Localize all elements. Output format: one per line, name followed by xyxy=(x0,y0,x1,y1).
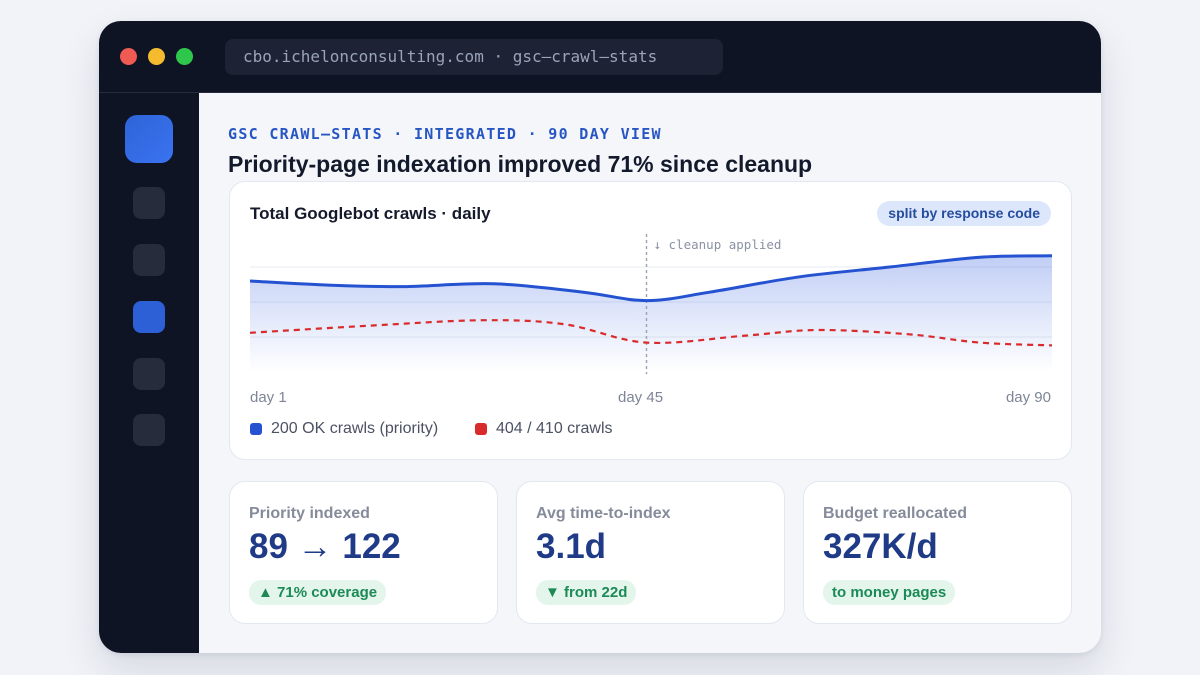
x-tick-day-90: day 90 xyxy=(1005,389,1051,406)
app-window: cbo.ichelonconsulting.com · gsc—crawl—st… xyxy=(99,21,1101,653)
chart-title: Total Googlebot crawls · daily xyxy=(250,204,491,223)
stat-card-priority-indexed: Priority indexed 89 → 122 ▲ 71% coverage xyxy=(229,481,498,624)
stat-label: Priority indexed xyxy=(249,505,370,522)
stat-value: 3.1d xyxy=(536,527,607,566)
error-crawls-line xyxy=(249,319,1053,347)
sidebar-nav-item-2[interactable] xyxy=(133,244,165,276)
sidebar-nav-item-5[interactable] xyxy=(133,414,165,446)
ok-crawls-line xyxy=(249,254,1053,303)
stat-value: 89 → 122 xyxy=(249,527,401,566)
legend-label-errors: 404 / 410 crawls xyxy=(496,420,613,437)
minimize-window-button[interactable] xyxy=(148,48,165,65)
title-bar: cbo.ichelonconsulting.com · gsc—crawl—st… xyxy=(99,21,1101,93)
legend-label-ok: 200 OK crawls (priority) xyxy=(271,420,439,437)
app-logo[interactable] xyxy=(125,115,173,163)
crawl-chart-card: Total Googlebot crawls · daily split by … xyxy=(229,181,1072,460)
address-bar[interactable]: cbo.ichelonconsulting.com · gsc—crawl—st… xyxy=(225,39,723,75)
stat-delta-badge: to money pages xyxy=(823,580,956,605)
cleanup-annotation: ↓ cleanup applied xyxy=(653,237,781,252)
legend-swatch-ok xyxy=(250,423,262,435)
sidebar-nav-item-4[interactable] xyxy=(133,358,165,390)
stat-value: 327K/d xyxy=(823,527,938,566)
sidebar-nav-item-1[interactable] xyxy=(133,187,165,219)
legend-item-errors: 404 / 410 crawls xyxy=(475,420,613,438)
legend-item-ok: 200 OK crawls (priority) xyxy=(250,420,438,438)
page-eyebrow: GSC CRAWL—STATS · INTEGRATED · 90 DAY VI… xyxy=(228,125,662,143)
stat-card-budget-reallocated: Budget reallocated 327K/d to money pages xyxy=(803,481,1072,624)
stat-card-time-to-index: Avg time-to-index 3.1d ▼ from 22d xyxy=(516,481,785,624)
x-tick-day-1: day 1 xyxy=(250,389,287,406)
page-title: Priority-page indexation improved 71% si… xyxy=(228,151,813,177)
stat-label: Budget reallocated xyxy=(823,505,968,522)
split-by-response-code-badge[interactable]: split by response code xyxy=(877,201,1051,226)
stat-delta-badge: ▼ from 22d xyxy=(536,580,637,605)
maximize-window-button[interactable] xyxy=(176,48,193,65)
stat-delta-badge: ▲ 71% coverage xyxy=(249,580,387,605)
legend-swatch-errors xyxy=(475,423,487,435)
crawl-chart: ↓ cleanup applied xyxy=(249,234,1053,374)
ok-crawls-area xyxy=(250,255,1052,372)
sidebar xyxy=(99,93,199,653)
stat-label: Avg time-to-index xyxy=(536,505,671,522)
x-tick-day-45: day 45 xyxy=(618,389,664,406)
sidebar-nav-item-active[interactable] xyxy=(133,301,165,333)
close-window-button[interactable] xyxy=(120,48,137,65)
